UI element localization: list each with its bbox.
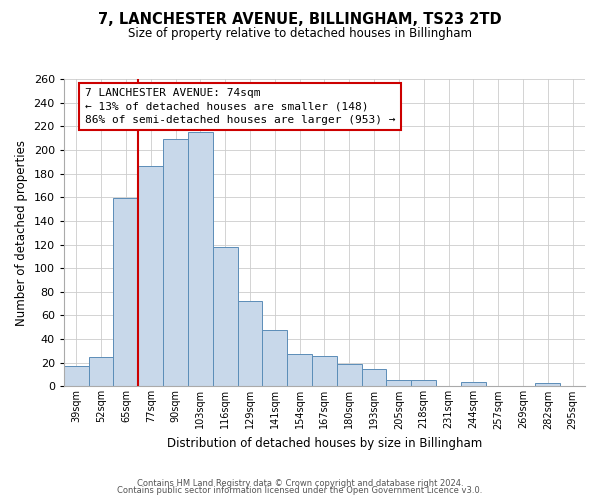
Bar	[213, 247, 238, 386]
Bar	[461, 382, 486, 386]
Text: 7 LANCHESTER AVENUE: 74sqm
← 13% of detached houses are smaller (148)
86% of sem: 7 LANCHESTER AVENUE: 74sqm ← 13% of deta…	[85, 88, 395, 124]
Bar	[337, 364, 362, 386]
X-axis label: Distribution of detached houses by size in Billingham: Distribution of detached houses by size …	[167, 437, 482, 450]
Bar	[138, 166, 163, 386]
Bar	[64, 366, 89, 386]
Text: Size of property relative to detached houses in Billingham: Size of property relative to detached ho…	[128, 28, 472, 40]
Text: Contains HM Land Registry data © Crown copyright and database right 2024.: Contains HM Land Registry data © Crown c…	[137, 478, 463, 488]
Bar	[238, 302, 262, 386]
Bar	[287, 354, 312, 386]
Y-axis label: Number of detached properties: Number of detached properties	[15, 140, 28, 326]
Text: 7, LANCHESTER AVENUE, BILLINGHAM, TS23 2TD: 7, LANCHESTER AVENUE, BILLINGHAM, TS23 2…	[98, 12, 502, 28]
Bar	[113, 198, 138, 386]
Bar	[386, 380, 411, 386]
Bar	[411, 380, 436, 386]
Bar	[163, 140, 188, 386]
Bar	[188, 132, 213, 386]
Bar	[312, 356, 337, 386]
Bar	[262, 330, 287, 386]
Bar	[362, 368, 386, 386]
Text: Contains public sector information licensed under the Open Government Licence v3: Contains public sector information licen…	[118, 486, 482, 495]
Bar	[89, 357, 113, 386]
Bar	[535, 383, 560, 386]
